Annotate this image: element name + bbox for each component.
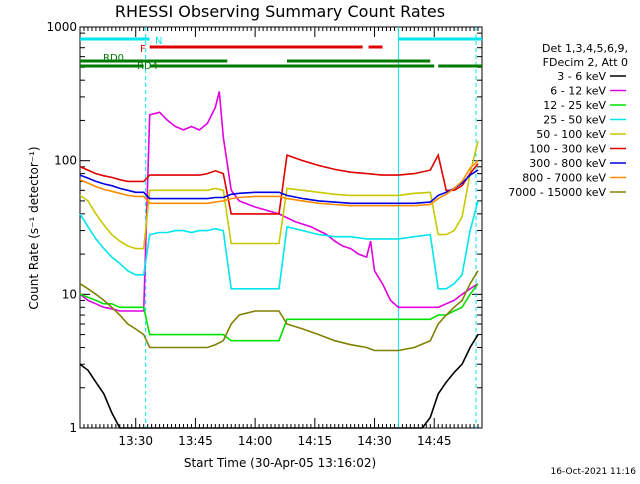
legend-header-line: FDecim 2, Att 0 xyxy=(543,56,628,69)
legend-entry-label: 7000 - 15000 keV xyxy=(508,186,606,199)
series-line-1 xyxy=(79,334,479,429)
x-tick-label: 14:15 xyxy=(298,434,333,448)
x-tick-label: 13:30 xyxy=(118,434,153,448)
legend-header-line: Det 1,3,4,5,6,9, xyxy=(542,42,628,55)
y-tick-label: 100 xyxy=(54,154,77,168)
series-line-9 xyxy=(79,270,479,352)
y-tick-label: 1 xyxy=(69,421,77,435)
x-axis-label: Start Time (30-Apr-05 13:16:02) xyxy=(184,456,376,470)
y-tick-label: 1000 xyxy=(46,20,77,34)
series-line-5 xyxy=(79,140,479,250)
legend-entry-label: 300 - 800 keV xyxy=(529,157,606,170)
plot-area: 1 10 100 1000 13:30 13:45 14:00 14:15 14:30 14:45… xyxy=(46,20,483,448)
x-tick-label: 14:30 xyxy=(357,434,392,448)
legend-entry-label: 6 - 12 keV xyxy=(550,85,606,98)
flag-label-f: F xyxy=(140,44,146,55)
legend-entry-label: 800 - 7000 keV xyxy=(522,172,606,185)
legend-entry-label: 12 - 25 keV xyxy=(543,99,606,112)
x-tick-label: 14:00 xyxy=(238,434,273,448)
chart-title: RHESSI Observing Summary Count Rates xyxy=(115,2,445,21)
flag-label-rd4: RD4 xyxy=(137,61,158,72)
series-line-8 xyxy=(79,160,479,207)
flag-label-rd0: RD0 xyxy=(103,53,124,64)
timestamp-label: 16-Oct-2021 11:16 xyxy=(551,467,637,477)
y-axis-label: Count Rate (s⁻¹ detector⁻¹) xyxy=(27,146,41,309)
series-line-6 xyxy=(79,152,479,215)
y-tick-label: 10 xyxy=(62,287,77,301)
x-tick-label: 13:45 xyxy=(178,434,213,448)
legend-entry-label: 25 - 50 keV xyxy=(543,114,606,127)
legend-entry-label: 3 - 6 keV xyxy=(557,70,606,83)
legend-entry-label: 100 - 300 keV xyxy=(529,143,606,156)
x-tick-label: 14:45 xyxy=(417,434,452,448)
legend-entry-label: 50 - 100 keV xyxy=(536,128,606,141)
series-line-7 xyxy=(79,169,479,205)
flag-label-n: N xyxy=(155,36,162,47)
series-line-4 xyxy=(79,200,479,290)
legend: Det 1,3,4,5,6,9,FDecim 2, Att 03 - 6 keV… xyxy=(508,42,628,199)
series-line-2 xyxy=(79,91,479,312)
series-line-3 xyxy=(79,283,479,342)
